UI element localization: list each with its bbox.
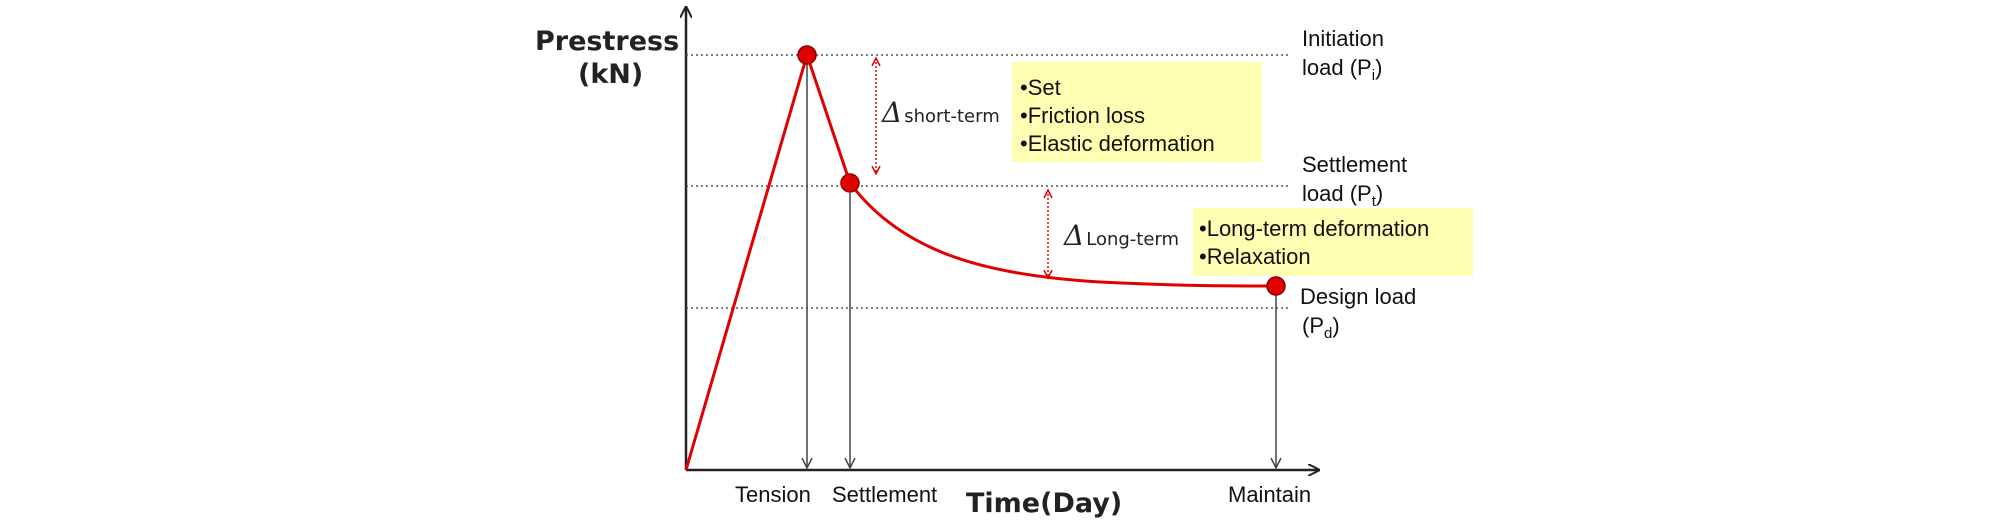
short-term-item: •Set [1020,75,1061,100]
long-term-delta-label: Δ Long-term [1063,219,1179,252]
long-term-item: •Long-term deformation [1199,216,1429,241]
x-axis-title: Time(Day) [966,488,1122,519]
tension-label: Tension [735,482,811,507]
short-term-item: •Elastic deformation [1020,131,1215,156]
settlement-point [840,173,860,193]
maintain-label: Maintain [1228,482,1311,507]
settlement-load-label-line1: Settlement [1302,152,1407,177]
y-axis-title-line2: (kN) [578,59,643,90]
initiation-point [797,45,817,65]
settlement-load-label-line2: load (Pt) [1302,181,1383,210]
settlement-label: Settlement [832,482,937,507]
short-term-note-box [1012,62,1262,162]
design-load-label-line1: Design load [1300,284,1416,309]
y-axis-title-line1: Prestress [535,26,679,57]
prestress-curve [684,49,1277,471]
short-term-item: •Friction loss [1020,103,1145,128]
initiation-load-label-line2: load (Pi) [1302,55,1382,84]
design-point [1266,276,1286,296]
design-load-label-line2: (Pd) [1302,313,1340,342]
long-term-note-box [1193,208,1473,276]
initiation-load-label-line1: Initiation [1302,26,1384,51]
long-term-item: •Relaxation [1199,244,1311,269]
